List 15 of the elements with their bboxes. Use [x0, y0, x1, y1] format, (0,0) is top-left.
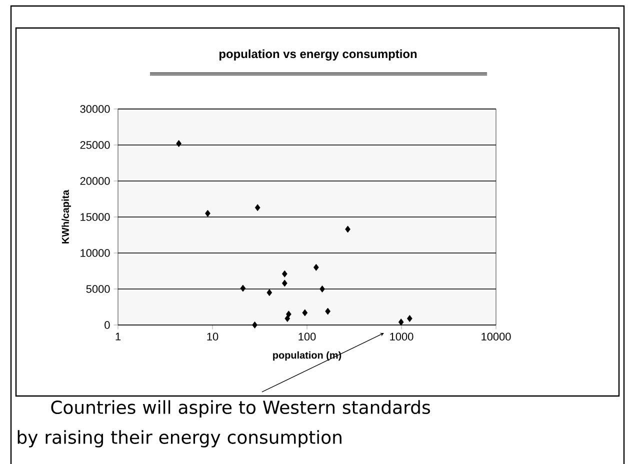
x-tick-label: 10000	[482, 332, 511, 341]
y-tick-label: 0	[104, 321, 110, 329]
x-tick-label: 1000	[390, 332, 414, 341]
chart-title: population vs energy consumption	[219, 49, 417, 61]
y-tick-label: 30000	[80, 105, 110, 113]
x-tick-label: 10	[207, 332, 218, 341]
y-tick-label: 15000	[80, 213, 110, 221]
y-tick-label: 20000	[80, 177, 110, 185]
y-tick-label: 25000	[80, 141, 110, 149]
y-axis-title: KWh/capita	[62, 190, 71, 244]
y-tick-label: 5000	[86, 285, 110, 293]
y-tick-label: 10000	[80, 249, 110, 257]
x-tick-label: 100	[298, 332, 316, 341]
x-tick-label: 1	[116, 332, 121, 340]
text: Countries will aspire to Western standards by raising their energy consumption	[18, 400, 430, 448]
